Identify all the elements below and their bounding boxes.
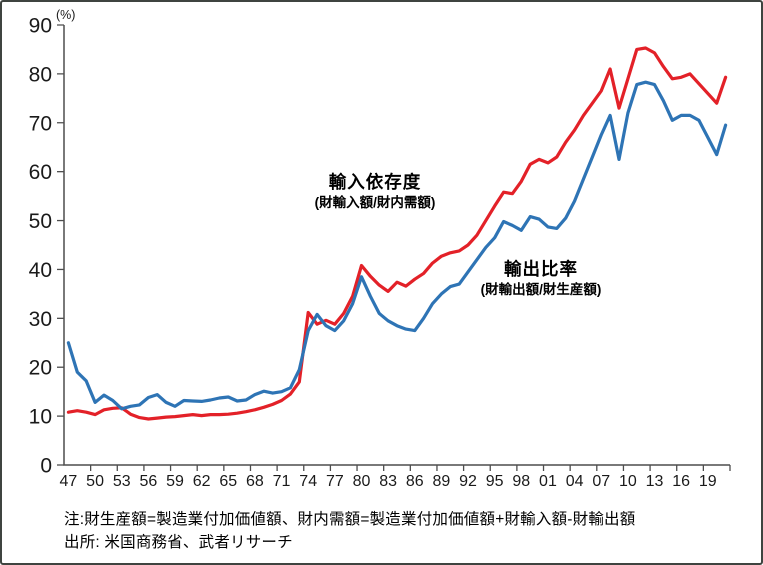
x-tick-label: 77 [326,473,344,490]
x-tick-label: 65 [219,473,237,490]
x-tick-label: 53 [113,473,131,490]
y-tick-label: 30 [29,308,52,331]
x-tick-label: 74 [299,473,317,490]
x-tick-label: 19 [699,473,717,490]
y-tick-label: 20 [29,357,52,380]
x-tick-label: 71 [273,473,291,490]
export-ratio-label: 輸出比率 (財輸出額/財生産額) [426,259,656,298]
import-dependency-title: 輸入依存度 [328,172,422,192]
import-dependency-label: 輸入依存度 (財輸入額/財内需額) [260,172,490,211]
x-tick-label: 83 [379,473,397,490]
x-tick-label: 80 [353,473,371,490]
y-tick-label: 10 [29,406,52,429]
x-tick-label: 10 [619,473,637,490]
x-tick-label: 86 [406,473,424,490]
export-ratio-title: 輸出比率 [504,259,578,279]
y-tick-label: 60 [29,161,52,184]
export-ratio-line [66,80,728,411]
source-text: 出所: 米国商務省、武者リサーチ [64,534,293,551]
note-text: 注:財生産額=製造業付加価値額、財内需額=製造業付加価値額+財輸入額-財輸出額 [64,511,636,528]
x-tick-label: 56 [139,473,157,490]
y-tick-label: 50 [29,210,52,233]
y-tick-label: 80 [29,63,52,86]
export-ratio-formula: (財輸出額/財生産額) [480,282,602,298]
x-tick-label: 50 [86,473,104,490]
x-tick-label: 16 [672,473,690,490]
y-tick-label: 0 [40,455,52,478]
footnotes: 注:財生産額=製造業付加価値額、財内需額=製造業付加価値額+財輸入額-財輸出額 … [64,508,635,554]
import-dependency-line [66,46,728,421]
x-tick-label: 07 [592,473,610,490]
y-axis-unit-label: (%) [56,8,76,22]
import-dependency-formula: (財輸入額/財内需額) [314,195,436,211]
x-tick-label: 59 [166,473,184,490]
x-tick-label: 92 [459,473,477,490]
x-tick-label: 04 [566,473,584,490]
y-tick-label: 40 [29,259,52,282]
y-tick-label: 90 [29,15,52,38]
x-tick-label: 98 [512,473,530,490]
x-tick-label: 47 [60,473,78,490]
x-tick-label: 89 [433,473,451,490]
x-tick-label: 62 [193,473,211,490]
y-tick-label: 70 [29,112,52,135]
x-tick-label: 68 [246,473,264,490]
x-tick-label: 01 [539,473,557,490]
x-tick-label: 13 [646,473,664,490]
x-tick-label: 95 [486,473,504,490]
